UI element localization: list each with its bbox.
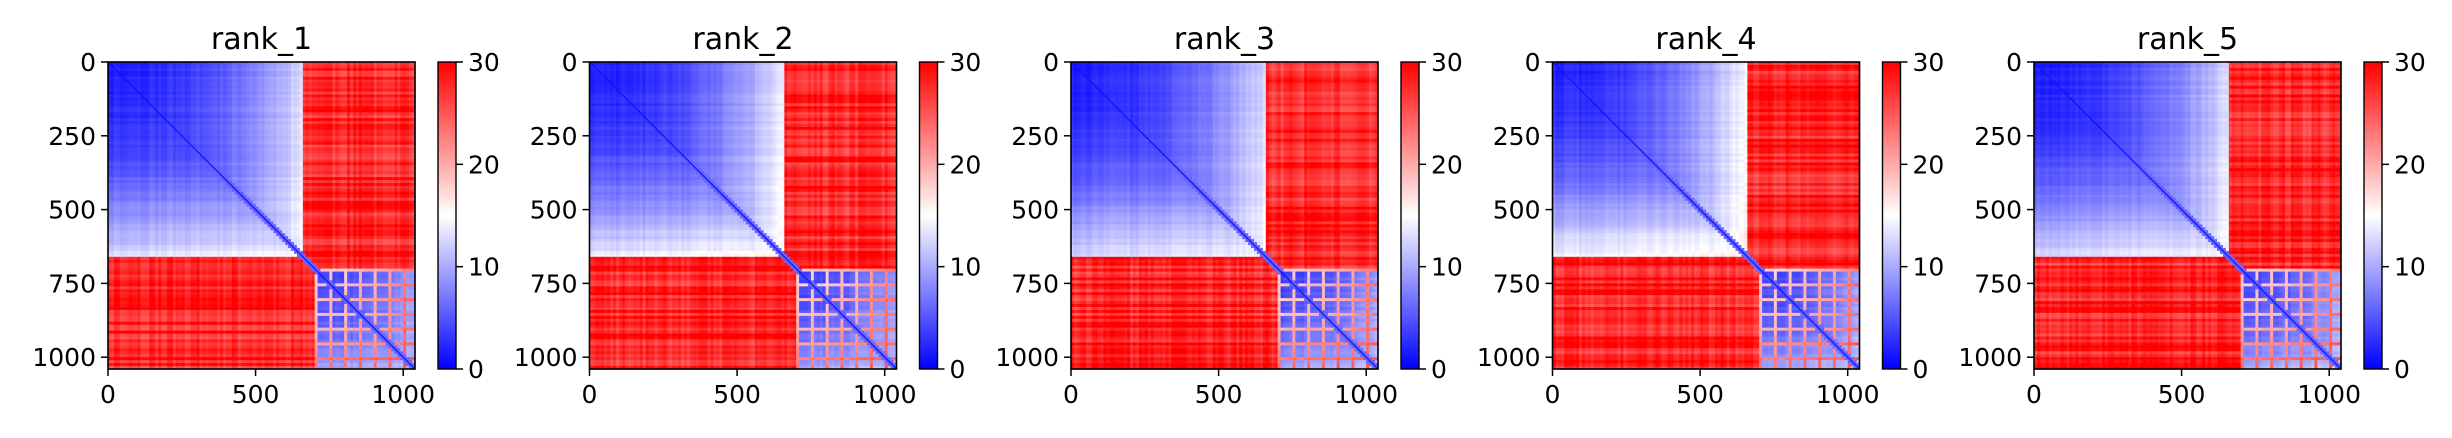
- panel-title: rank_1: [211, 22, 312, 57]
